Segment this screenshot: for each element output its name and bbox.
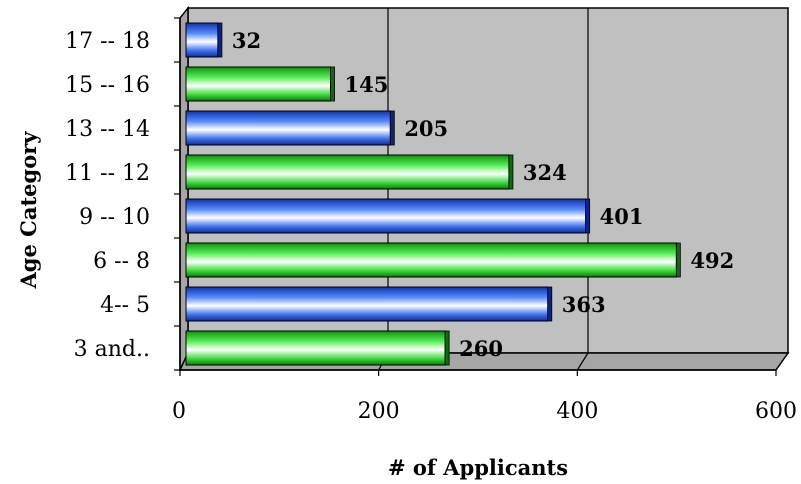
bar-4 (185, 198, 587, 234)
data-label-2: 363 (562, 292, 606, 317)
y-tick-label-4: 9 -- 10 (79, 205, 150, 230)
y-tick-label-6: 13 -- 14 (65, 117, 150, 142)
data-label-3: 492 (690, 248, 734, 273)
data-label-8: 32 (232, 28, 261, 53)
y-tick-label-3: 6 -- 8 (93, 249, 150, 274)
bar-end-cap-6 (389, 110, 395, 146)
floor-gridline-400 (576, 352, 589, 371)
data-label-6: 205 (404, 116, 448, 141)
data-label-1: 260 (459, 336, 503, 361)
y-tick-label-7: 15 -- 16 (65, 73, 150, 98)
x-tick-label-600: 600 (755, 399, 797, 424)
x-axis-tick-labels: 0 200 400 600 (172, 370, 797, 424)
data-label-7: 145 (345, 72, 389, 97)
y-tick-label-8: 17 -- 18 (65, 29, 150, 54)
bars (185, 22, 681, 366)
bar-end-cap-3 (675, 242, 681, 278)
data-label-5: 324 (523, 160, 567, 185)
x-tick-label-400: 400 (556, 399, 598, 424)
bar-2 (185, 286, 549, 322)
bar-1 (185, 330, 446, 366)
bar-end-cap-8 (217, 22, 223, 58)
bar-end-cap-7 (330, 66, 335, 102)
bar-end-cap-5 (508, 154, 514, 190)
bar-7 (185, 66, 332, 102)
x-tick-label-200: 200 (358, 399, 400, 424)
bar-3 (185, 242, 677, 278)
bar-6 (185, 110, 391, 146)
bar-5 (185, 154, 510, 190)
y-tick-label-5: 11 -- 12 (65, 161, 150, 186)
bar-8 (185, 22, 219, 58)
data-labels: 260 363 492 401 324 205 145 32 (232, 28, 734, 361)
y-axis-title: Age Category (16, 131, 41, 290)
bar-end-cap-4 (585, 198, 591, 234)
y-axis-ticks (174, 17, 180, 371)
x-axis-title: # of Applicants (388, 455, 568, 480)
data-label-4: 401 (600, 204, 644, 229)
x-tick-label-0: 0 (172, 399, 186, 424)
bar-end-cap-1 (444, 330, 450, 366)
y-tick-label-2: 4-- 5 (100, 293, 150, 318)
y-tick-label-1: 3 and.. (74, 337, 150, 362)
y-axis-tick-labels: 3 and.. 4-- 5 6 -- 8 9 -- 10 11 -- 12 13 -- 1… (65, 29, 150, 362)
bar-end-cap-2 (547, 286, 553, 322)
